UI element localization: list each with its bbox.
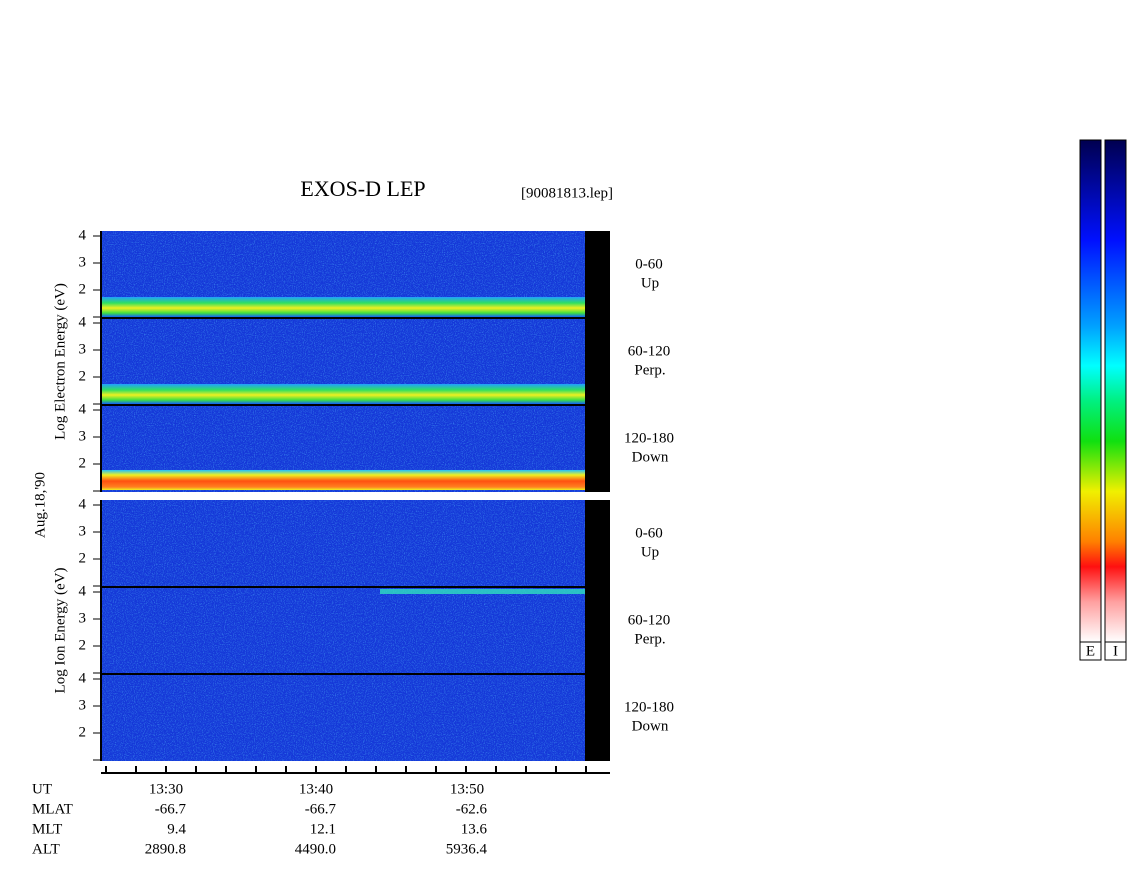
spectrogram-noise xyxy=(101,231,585,492)
colorbar xyxy=(1104,139,1127,643)
pitch-direction: Down xyxy=(632,449,669,465)
energy-tick-label: 4 xyxy=(79,227,87,243)
energy-tick-label: 3 xyxy=(79,428,87,444)
file-name: [90081813.lep] xyxy=(521,185,613,201)
pitch-angle-range: 60-120 xyxy=(628,612,671,628)
energy-tick-label: 2 xyxy=(79,724,87,740)
ephemeris-value: -62.6 xyxy=(456,801,488,817)
flux-band xyxy=(380,589,585,594)
energy-tick-label: 4 xyxy=(79,670,87,686)
ephemeris-value: 4490.0 xyxy=(295,841,336,857)
colorbar-label-box xyxy=(1079,641,1102,661)
ephemeris-value: 13.6 xyxy=(461,821,488,837)
colorbar-label-box xyxy=(1104,641,1127,661)
energy-tick-label: 3 xyxy=(79,254,87,270)
data-gap xyxy=(585,231,610,492)
ephemeris-name: MLAT xyxy=(32,801,73,817)
colorbar xyxy=(1079,139,1102,643)
energy-tick-label: 2 xyxy=(79,368,87,384)
ephemeris-value: 5936.4 xyxy=(446,841,488,857)
pitch-angle-range: 0-60 xyxy=(635,256,663,272)
ephemeris-name: ALT xyxy=(32,841,60,857)
title: EXOS-D LEP xyxy=(300,176,425,201)
pitch-direction: Up xyxy=(641,544,659,560)
energy-tick-label: 2 xyxy=(79,637,87,653)
colorbar-label: E xyxy=(1086,643,1095,659)
flux-band xyxy=(101,297,585,317)
flux-band xyxy=(101,470,585,490)
y-axis-label: Log Electron Energy (eV) xyxy=(52,283,68,440)
pitch-angle-range: 0-60 xyxy=(635,525,663,541)
ephemeris-value: 9.4 xyxy=(167,821,186,837)
energy-tick-label: 4 xyxy=(79,496,87,512)
y-axis-label: Log Ion Energy (eV) xyxy=(52,568,68,694)
ephemeris-value: 13:40 xyxy=(299,781,333,797)
energy-tick-label: 4 xyxy=(79,583,87,599)
energy-tick-label: 3 xyxy=(79,697,87,713)
pitch-direction: Perp. xyxy=(634,362,665,378)
ephemeris-value: 13:50 xyxy=(450,781,484,797)
ephemeris-value: -66.7 xyxy=(155,801,187,817)
colorbar-label: I xyxy=(1113,643,1118,659)
date: Aug.18,'90 xyxy=(32,472,48,538)
data-gap xyxy=(585,500,610,761)
ephemeris-name: MLT xyxy=(32,821,62,837)
pitch-angle-range: 120-180 xyxy=(624,699,674,715)
energy-tick-label: 3 xyxy=(79,341,87,357)
energy-tick-label: 2 xyxy=(79,550,87,566)
energy-tick-label: 2 xyxy=(79,281,87,297)
energy-tick-label: 4 xyxy=(79,314,87,330)
pitch-angle-range: 60-120 xyxy=(628,343,671,359)
pitch-direction: Up xyxy=(641,275,659,291)
spectrogram-noise xyxy=(101,500,585,761)
pitch-direction: Perp. xyxy=(634,631,665,647)
ephemeris-value: -66.7 xyxy=(305,801,337,817)
ephemeris-name: UT xyxy=(32,781,52,797)
energy-tick-label: 3 xyxy=(79,523,87,539)
energy-tick-label: 3 xyxy=(79,610,87,626)
energy-tick-label: 4 xyxy=(79,401,87,417)
ephemeris-value: 12.1 xyxy=(310,821,336,837)
pitch-direction: Down xyxy=(632,718,669,734)
ephemeris-value: 2890.8 xyxy=(145,841,186,857)
pitch-angle-range: 120-180 xyxy=(624,430,674,446)
energy-tick-label: 2 xyxy=(79,455,87,471)
flux-band xyxy=(101,384,585,404)
ephemeris-value: 13:30 xyxy=(149,781,183,797)
